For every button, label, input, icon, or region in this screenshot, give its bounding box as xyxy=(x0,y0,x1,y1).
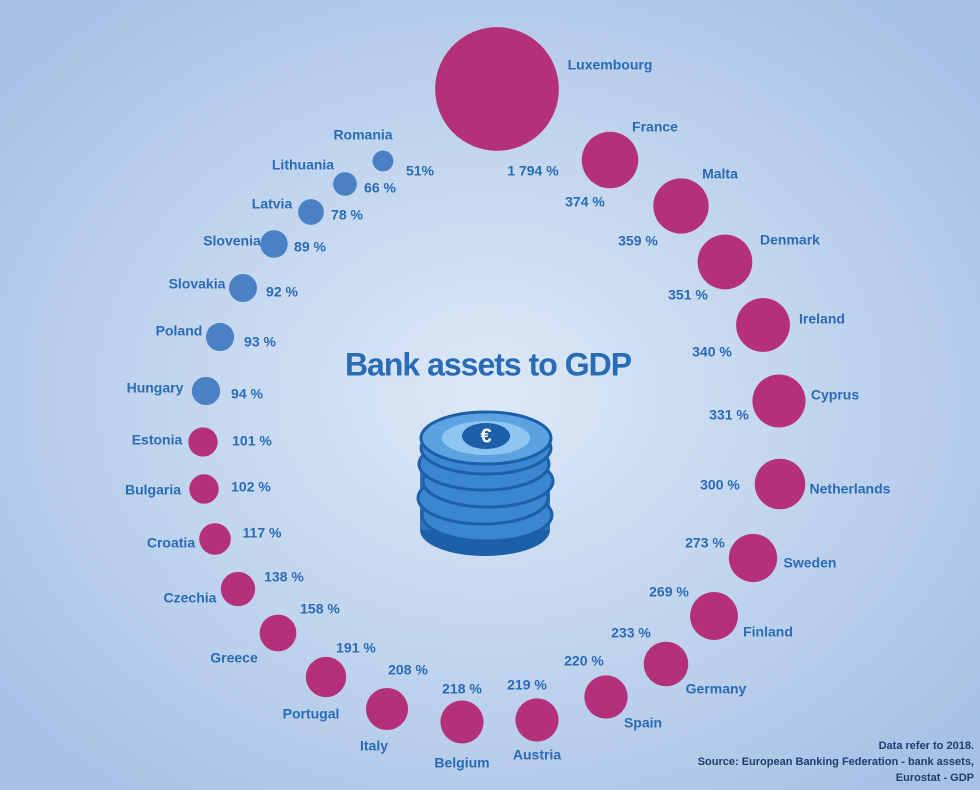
value-label: 102 % xyxy=(231,479,271,495)
country-label: France xyxy=(632,119,678,135)
value-label: 269 % xyxy=(649,584,689,600)
country-label: Cyprus xyxy=(811,387,859,403)
value-label: 101 % xyxy=(232,433,272,449)
country-label: Portugal xyxy=(283,706,340,722)
bubble xyxy=(228,273,258,303)
value-label: 92 % xyxy=(266,284,298,300)
value-label: 273 % xyxy=(685,535,725,551)
bubble xyxy=(752,374,806,428)
value-label: 158 % xyxy=(300,601,340,617)
bubble xyxy=(440,700,484,744)
bubble xyxy=(690,592,738,640)
country-label: Denmark xyxy=(760,232,820,248)
country-label: Greece xyxy=(210,650,258,666)
country-label: Latvia xyxy=(252,196,293,212)
bubble xyxy=(333,172,357,196)
bubble xyxy=(435,27,559,151)
country-label: Slovakia xyxy=(169,276,226,292)
country-label: Luxembourg xyxy=(568,57,653,73)
bubble xyxy=(581,131,639,189)
country-label: Malta xyxy=(702,166,738,182)
country-label: Lithuania xyxy=(272,157,334,173)
chart-title: Bank assets to GDP xyxy=(345,346,632,382)
value-label: 1 794 % xyxy=(507,163,559,179)
country-label: Estonia xyxy=(132,432,183,448)
bubble xyxy=(365,687,409,731)
country-label: Spain xyxy=(624,715,662,731)
value-label: 208 % xyxy=(388,662,428,678)
country-label: Poland xyxy=(156,323,203,339)
value-label: 331 % xyxy=(709,407,749,423)
bubble xyxy=(189,474,219,504)
value-label: 78 % xyxy=(331,207,363,223)
country-label: Hungary xyxy=(127,380,184,396)
source-note: Eurostat - GDP xyxy=(896,772,974,784)
country-label: Romania xyxy=(333,127,392,143)
bubble xyxy=(515,698,559,742)
bubble xyxy=(653,178,709,234)
value-label: 351 % xyxy=(668,287,708,303)
bubble xyxy=(220,571,256,607)
source-note: Source: European Banking Federation - ba… xyxy=(698,756,974,768)
bubble xyxy=(259,614,297,652)
bubble xyxy=(205,322,235,352)
bubble xyxy=(372,150,394,172)
value-label: 93 % xyxy=(244,334,276,350)
country-label: Germany xyxy=(686,681,747,697)
country-label: Belgium xyxy=(434,755,489,771)
bubble xyxy=(305,656,347,698)
bubble xyxy=(191,376,221,406)
bubble xyxy=(754,458,806,510)
value-label: 66 % xyxy=(364,180,396,196)
country-label: Austria xyxy=(513,747,561,763)
value-label: 138 % xyxy=(264,569,304,585)
coin-stack: € xyxy=(416,410,555,556)
value-label: 359 % xyxy=(618,233,658,249)
country-label: Italy xyxy=(360,738,388,754)
country-label: Croatia xyxy=(147,535,195,551)
bubble xyxy=(736,298,790,352)
value-label: 191 % xyxy=(336,640,376,656)
country-label: Bulgaria xyxy=(125,482,181,498)
bubble xyxy=(643,641,689,687)
country-label: Slovenia xyxy=(203,233,261,249)
country-label: Netherlands xyxy=(810,481,891,497)
bubble xyxy=(728,533,778,583)
source-note: Data refer to 2018. xyxy=(879,740,974,752)
bubble xyxy=(199,523,231,555)
bubble xyxy=(188,427,218,457)
bubble xyxy=(697,234,753,290)
bubble xyxy=(260,230,288,258)
value-label: 219 % xyxy=(507,677,547,693)
value-label: 117 % xyxy=(243,525,282,541)
bubble xyxy=(298,199,324,225)
value-label: 51% xyxy=(406,163,435,179)
country-label: Finland xyxy=(743,624,793,640)
bubble xyxy=(584,675,628,719)
country-label: Czechia xyxy=(164,590,217,606)
value-label: 340 % xyxy=(692,344,732,360)
svg-text:€: € xyxy=(480,425,491,447)
value-label: 89 % xyxy=(294,239,326,255)
value-label: 218 % xyxy=(442,681,482,697)
country-label: Ireland xyxy=(799,311,845,327)
value-label: 220 % xyxy=(564,653,604,669)
country-label: Sweden xyxy=(784,555,837,571)
value-label: 374 % xyxy=(565,194,605,210)
value-label: 94 % xyxy=(231,386,263,402)
value-label: 233 % xyxy=(611,625,651,641)
value-label: 300 % xyxy=(700,477,740,493)
